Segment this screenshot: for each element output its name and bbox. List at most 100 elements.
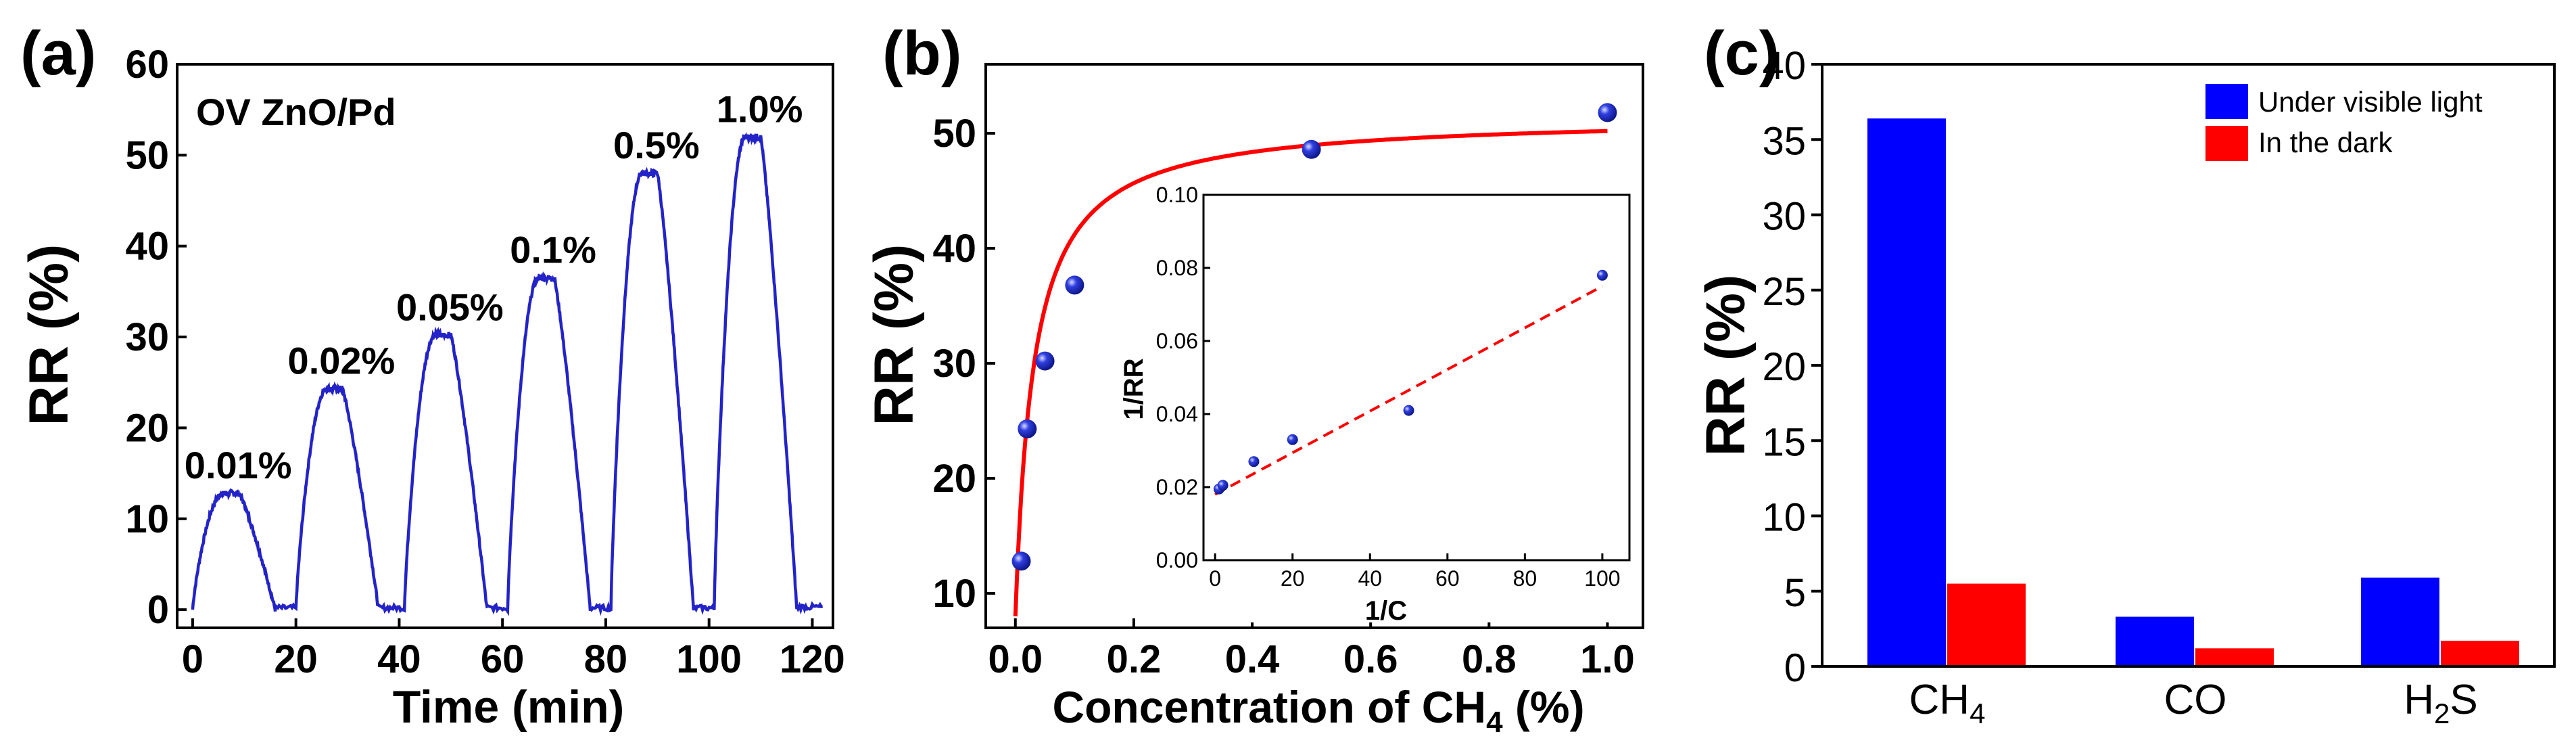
x-tick-label-a: 60 [481,637,525,681]
y-tick-label-b: 30 [932,342,976,386]
y-tick-label-a: 60 [125,43,169,87]
data-point-b [1011,551,1031,571]
panel-a-label: (a) [20,19,96,88]
panel-c-ylabel: RR (%) [1695,275,1757,457]
inset-background [1139,189,1633,622]
panel-c: 0 5 10 15 20 25 30 35 40 CH4 CO H2S Under visible … [1695,44,2556,729]
y-tick-label-b: 20 [932,457,976,501]
legend-swatch-dark [2205,126,2248,161]
x-tick-label-inset: 0 [1209,566,1221,591]
y-tick-label-c: 40 [1762,44,1806,88]
y-tick-label-a: 0 [147,588,169,632]
data-point-inset [1248,456,1260,467]
x-tick-label-inset: 20 [1281,566,1305,591]
x-tick-label-b: 0.8 [1462,637,1517,681]
panel-b-inset: 0 20 40 60 80 100 0.00 0.02 0.04 0.06 0.08 0.10 1/C… [1119,183,1633,626]
x-tick-label-a: 80 [584,637,628,681]
y-tick-label-b: 40 [932,227,976,271]
x-tick-label-b: 0.4 [1225,637,1280,681]
panel-b-label: (b) [882,19,961,88]
pulse-label: 0.01% [185,444,292,486]
y-tick-label-inset: 0.08 [1156,256,1198,280]
data-point-b [1035,351,1055,371]
inset-fit-line [1214,285,1603,496]
legend: Under visible light In the dark [2205,84,2483,161]
bar-visible [2116,616,2194,666]
panel-b-xlabel: Concentration of CH4 (%) [1052,682,1584,739]
y-tick-label-c: 25 [1762,270,1806,314]
data-point-inset [1287,434,1298,445]
y-tick-label-c: 35 [1762,119,1806,163]
y-tick-label-c: 5 [1784,571,1806,615]
y-tick-label-inset: 0.02 [1156,475,1198,499]
panel-b-axes-frame [984,63,1644,629]
panel-a-pulse-labels: 0.01% 0.02%0.05%0.1% 0.5% 1.0% [185,87,803,486]
y-tick-label-inset: 0.04 [1156,402,1198,426]
pulse-label: 0.05% [396,286,504,328]
x-tick-label-a: 120 [780,637,845,681]
pulse-label: 1.0% [717,87,803,130]
x-tick-label-a: 20 [274,637,318,681]
y-tick-label-a: 40 [125,225,169,269]
panel-a-response-line [191,132,823,616]
y-tick-label-b: 10 [932,572,976,616]
x-tick-label-a: 100 [676,637,742,681]
panel-b-points [1011,103,1617,571]
y-tick-label-a: 20 [125,406,169,450]
panel-a-axes-frame [176,63,834,629]
data-point-b [1302,139,1321,159]
panel-c-bars [1867,118,2519,667]
data-point-inset [1403,405,1414,416]
category-label: H2S [2404,677,2478,729]
y-tick-label-c: 30 [1762,195,1806,239]
panel-a-xlabel: Time (min) [393,681,625,733]
panel-c-label: (c) [1704,19,1780,88]
data-point-inset [1217,480,1229,491]
y-tick-label-c: 0 [1784,646,1806,690]
legend-label-dark: In the dark [2258,127,2393,158]
x-tick-label-b: 0.6 [1343,637,1398,681]
y-tick-label-a: 30 [125,315,169,359]
inset-ticks: 0 20 40 60 80 100 0.00 0.02 0.04 0.06 0.08 0.10 [1156,183,1621,591]
bar-visible [1867,118,1946,667]
x-tick-label-inset: 60 [1435,566,1460,591]
x-tick-label-inset: 80 [1513,566,1537,591]
y-tick-label-inset: 0.00 [1156,548,1198,572]
x-tick-label-b: 0.0 [988,637,1043,681]
y-tick-label-a: 10 [125,497,169,541]
data-point-b [1065,275,1084,295]
pulse-label: 0.02% [288,340,396,382]
y-tick-label-b: 50 [932,112,976,156]
data-point-b [1598,103,1617,122]
y-tick-label-c: 20 [1762,345,1806,389]
x-tick-label-b: 1.0 [1580,637,1635,681]
x-tick-label-inset: 40 [1358,566,1382,591]
bar-dark [2441,641,2519,666]
legend-label-visible: Under visible light [2258,86,2483,118]
bar-dark [1947,583,2026,666]
x-tick-label-a: 0 [182,637,204,681]
legend-swatch-visible [2205,84,2248,119]
x-tick-label-b: 0.2 [1107,637,1162,681]
x-tick-label-inset: 100 [1584,566,1620,591]
inset-xlabel: 1/C [1365,596,1407,626]
bar-dark [2195,648,2274,666]
y-tick-label-inset: 0.06 [1156,329,1198,353]
inset-ylabel: 1/RR [1119,358,1149,419]
panel-b-ylabel: RR (%) [863,244,925,426]
y-tick-label-c: 15 [1762,420,1806,464]
data-point-b [1018,419,1037,438]
panel-a-ylabel: RR (%) [18,244,80,426]
category-label: CO [2164,677,2227,723]
pulse-label: 0.1% [510,229,596,271]
pulse-label: 0.5% [613,124,700,166]
bar-visible [2361,577,2439,666]
category-label: CH4 [1909,677,1986,729]
y-tick-label-c: 10 [1762,496,1806,540]
panel-a-title: OV ZnO/Pd [196,91,396,133]
y-tick-label-a: 50 [125,133,169,177]
x-tick-label-a: 40 [377,637,421,681]
inset-axes-frame [1202,193,1631,562]
